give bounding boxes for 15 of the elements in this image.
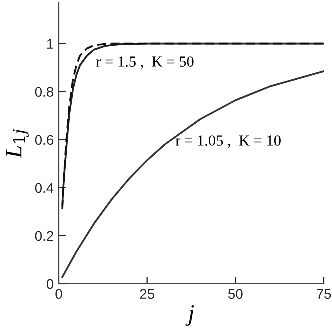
x-tick-label: 0 [56,289,62,300]
y-tick-label: 0.2 [35,231,54,242]
annotation: r = 1.5 , K = 50 [96,56,194,70]
y-axis-title: L$_{1j}$ [6,130,29,159]
y-tick-label: 1 [47,39,54,49]
x-tick-label: 50 [228,289,243,300]
y-tick-label: 0.4 [35,183,54,194]
y-tick-label: 0 [46,279,54,290]
x-axis-title: j [186,305,194,326]
y-tick-label: 0.6 [35,135,54,146]
x-tick-label: 75 [316,289,332,300]
annotation: r = 1.05 , K = 10 [176,136,281,148]
y-tick-label: 0.8 [35,87,54,98]
x-tick-label: 25 [140,289,154,300]
line-series [62,70,324,278]
